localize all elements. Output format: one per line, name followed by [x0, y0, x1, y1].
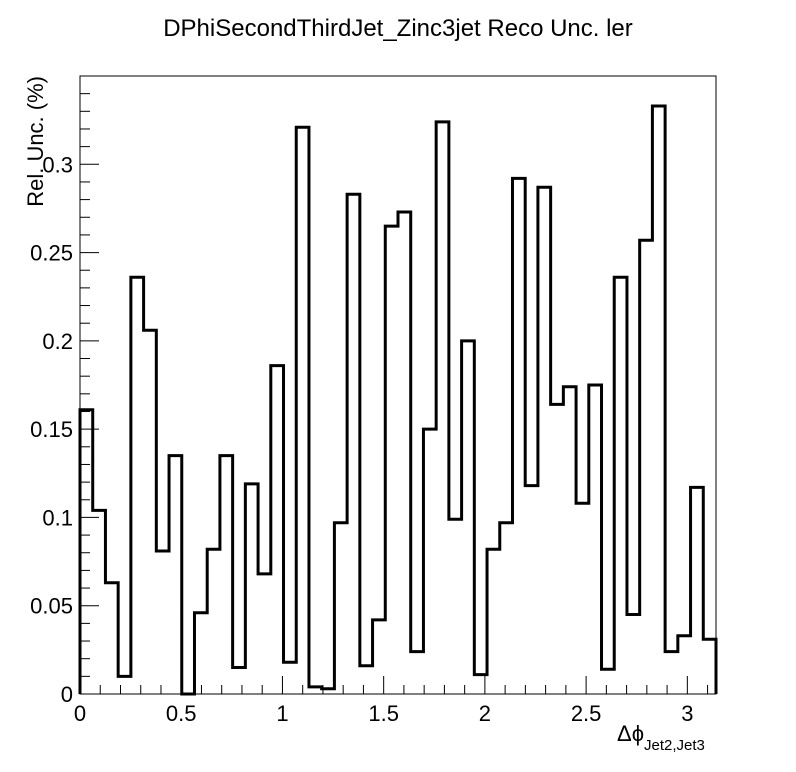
histogram-bin — [105, 583, 118, 694]
histogram-bin — [156, 551, 169, 694]
histogram-bin — [194, 613, 207, 694]
histogram-bin — [271, 366, 284, 694]
histogram-bin — [144, 330, 157, 694]
histogram-bin — [233, 668, 246, 694]
histogram-bin — [80, 410, 93, 694]
histogram-bin — [245, 484, 258, 694]
x-tick-label: 1 — [276, 701, 288, 726]
histogram-bin — [373, 620, 386, 694]
histogram-bin — [258, 574, 271, 694]
histogram-step-line — [78, 104, 718, 696]
y-tick-label: 0.15 — [30, 417, 73, 442]
x-tick-label: 0.5 — [166, 701, 197, 726]
histogram-bin — [691, 487, 704, 694]
y-tick-label: 0.05 — [30, 594, 73, 619]
histogram-bin — [220, 456, 233, 694]
histogram-bin — [118, 676, 131, 694]
histogram-bin — [169, 456, 182, 694]
y-axis-label: Rel. Unc. (%) — [23, 76, 48, 207]
histogram-bin — [614, 277, 627, 694]
histogram-bin — [411, 652, 424, 694]
histogram-bin — [652, 106, 665, 694]
y-tick-label: 0.25 — [30, 241, 73, 266]
x-tick-label: 3 — [681, 701, 693, 726]
histogram-bin — [296, 127, 309, 694]
histogram-bin — [93, 510, 106, 694]
histogram-bin — [602, 669, 615, 694]
histogram-bin — [512, 178, 525, 694]
histogram-bin — [309, 687, 322, 694]
x-axis: 0 0.5 1 1.5 2 2.5 3 — [74, 676, 709, 726]
histogram-bin — [487, 549, 500, 694]
histogram-bin — [500, 523, 513, 694]
x-tick-label: 2 — [479, 701, 491, 726]
histogram-bin — [525, 486, 538, 694]
y-axis: 0 0.05 0.1 0.15 0.2 0.25 0.3 — [30, 75, 99, 707]
histogram-bin — [436, 122, 449, 694]
histogram-bin — [678, 636, 691, 694]
histogram-bin — [360, 666, 373, 694]
histogram-bin — [423, 429, 436, 694]
histogram-bin — [576, 503, 589, 694]
histogram-bin — [538, 187, 551, 694]
x-axis-label-subscript: Jet2,Jet3 — [644, 737, 705, 754]
histogram-bin — [322, 689, 335, 694]
y-tick-label: 0.1 — [42, 505, 73, 530]
histogram-bin — [627, 615, 640, 694]
histogram-bin — [284, 662, 297, 694]
histogram-bin — [449, 519, 462, 694]
histogram-bin — [474, 675, 487, 694]
histogram-bin — [398, 212, 411, 694]
histogram-bin — [462, 341, 475, 694]
y-tick-label: 0 — [61, 682, 73, 707]
histogram-bin — [563, 387, 576, 694]
x-axis-label-main: Δϕ — [617, 721, 644, 746]
x-tick-label: 1.5 — [368, 701, 399, 726]
histogram-bin — [131, 277, 144, 694]
histogram-bin — [347, 194, 360, 694]
y-tick-label: 0.2 — [42, 329, 73, 354]
histogram-bin — [589, 385, 602, 694]
x-axis-label: ΔϕJet2,Jet3 — [617, 721, 705, 754]
histogram-bin — [640, 240, 653, 694]
chart-title: DPhiSecondThirdJet_Zinc3jet Reco Unc. le… — [163, 15, 633, 42]
x-tick-label: 2.5 — [571, 701, 602, 726]
plot-frame — [79, 75, 717, 695]
histogram-bin — [207, 549, 220, 694]
histogram-bin — [703, 639, 716, 694]
histogram-bin — [665, 652, 678, 694]
histogram-bin — [385, 226, 398, 694]
x-tick-label: 0 — [74, 701, 86, 726]
y-tick-label: 0.3 — [42, 152, 73, 177]
histogram-bin — [551, 404, 564, 694]
histogram-bin — [334, 523, 347, 694]
